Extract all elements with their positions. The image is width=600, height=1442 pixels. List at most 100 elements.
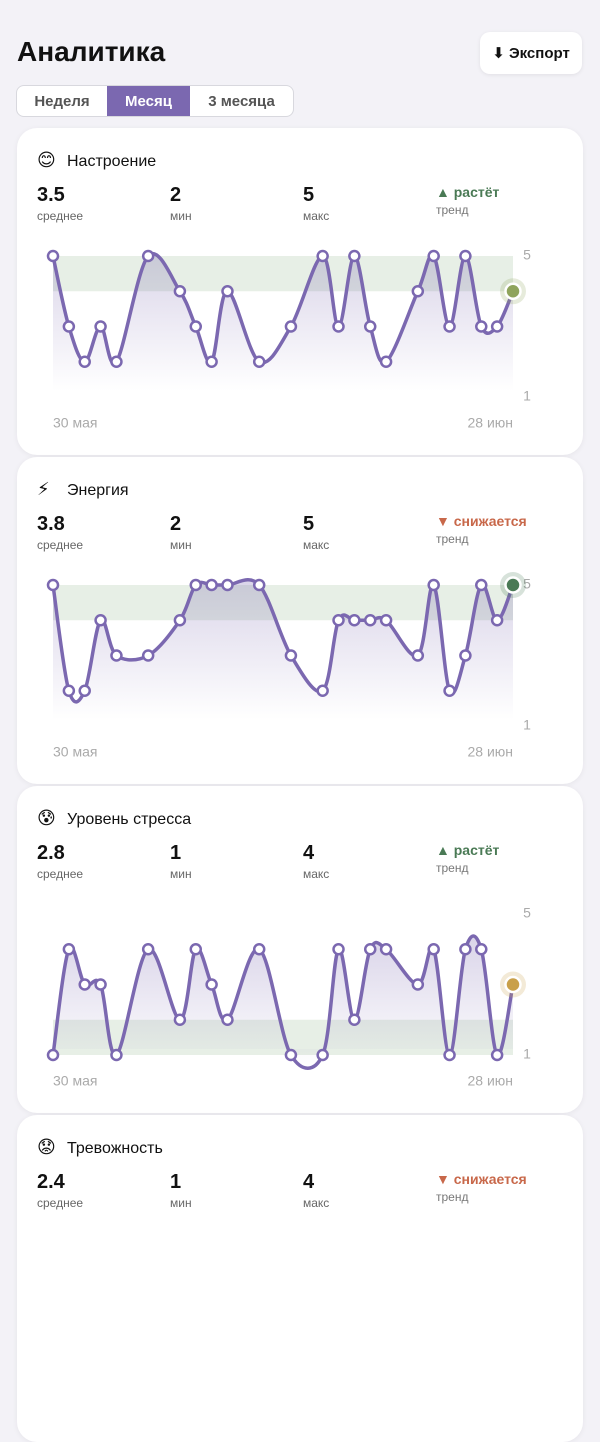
trend-value: ▼ снижается — [436, 513, 527, 529]
point — [62, 943, 76, 956]
point — [411, 978, 425, 991]
point — [332, 614, 345, 627]
stat-label: макс — [303, 209, 330, 223]
point — [427, 249, 440, 263]
card-icon: 😊 — [37, 150, 56, 170]
stat-value: 3.5 — [37, 184, 65, 206]
trend-label: тренд — [436, 532, 469, 546]
point — [46, 578, 60, 592]
point — [379, 614, 393, 627]
y-tick-label: 5 — [523, 905, 531, 921]
metric-card: 😟 Тревожность 2.4 среднее 1 мин 4 макс ▼ снижает… — [17, 1115, 583, 1442]
point — [475, 943, 488, 956]
target-band — [53, 256, 513, 292]
metric-card: ⚡ Энергия 3.8 среднее 2 мин 5 макс ▼ снижается тр… — [17, 457, 583, 784]
point — [205, 578, 218, 592]
point — [363, 943, 377, 956]
point — [411, 649, 425, 662]
tab[interactable]: Месяц — [107, 86, 190, 116]
x-tick-label: 28 июн — [467, 744, 513, 760]
highlight-point — [504, 975, 522, 994]
point — [62, 684, 76, 697]
stat-label: мин — [170, 538, 192, 552]
stat-label: макс — [303, 867, 330, 881]
point — [427, 578, 440, 592]
x-tick-label: 30 мая — [53, 744, 97, 760]
point — [94, 978, 107, 991]
x-tick-label: 28 июн — [467, 1073, 513, 1089]
metric-card: 😊 Настроение 3.5 среднее 2 мин 5 макс ▲ растёт тр… — [17, 128, 583, 455]
point — [316, 1048, 329, 1062]
trend-value: ▼ снижается — [436, 1171, 527, 1187]
point — [443, 320, 456, 333]
point — [46, 249, 60, 263]
stat-label: среднее — [37, 1196, 84, 1210]
point — [94, 320, 107, 333]
stat-value: 2 — [170, 184, 182, 206]
point — [46, 1048, 60, 1062]
point — [348, 614, 361, 627]
point — [221, 1013, 234, 1026]
point — [78, 978, 91, 991]
highlight-point — [504, 576, 522, 594]
point — [490, 1048, 504, 1062]
tab[interactable]: Неделя — [34, 92, 90, 110]
point — [141, 249, 155, 263]
point — [459, 649, 472, 662]
point — [459, 249, 472, 263]
trend-label: тренд — [436, 861, 469, 875]
point — [173, 1013, 187, 1026]
point — [490, 614, 504, 627]
card-title: Настроение — [67, 153, 157, 170]
point — [284, 1048, 298, 1062]
point — [141, 649, 155, 662]
y-tick-label: 5 — [523, 247, 531, 263]
point — [205, 978, 218, 991]
point — [316, 249, 329, 263]
point — [252, 943, 266, 956]
point — [316, 684, 329, 697]
page: Аналитика ⬇ Экспорт Неделя Месяц 3 месяца … — [16, 32, 583, 1442]
point — [189, 943, 203, 956]
stat-value: 1 — [170, 1171, 182, 1193]
stat-value: 3.8 — [37, 513, 65, 535]
point — [189, 320, 203, 333]
point — [221, 285, 234, 298]
card-title: Уровень стресса — [67, 811, 192, 828]
point — [221, 578, 234, 592]
stat-value: 2.4 — [37, 1171, 65, 1193]
stat-label: мин — [170, 209, 192, 223]
x-tick-label: 30 мая — [53, 1073, 97, 1089]
tab[interactable]: 3 месяца — [208, 92, 275, 110]
point — [173, 614, 187, 627]
chart: 5 1 30 мая 28 июн — [46, 247, 531, 431]
point — [110, 1048, 123, 1062]
stat-value: 5 — [303, 513, 315, 535]
stat-value: 4 — [303, 1171, 315, 1193]
target-band — [53, 585, 513, 621]
point — [363, 614, 377, 627]
point — [110, 355, 123, 368]
y-tick-label: 1 — [523, 717, 531, 733]
point — [427, 943, 440, 956]
card-icon: 😰 — [37, 808, 56, 828]
point — [252, 578, 266, 592]
stat-value: 5 — [303, 184, 315, 206]
export-button[interactable]: ⬇ Экспорт — [480, 32, 582, 74]
point — [348, 249, 361, 263]
point — [443, 684, 456, 697]
y-tick-label: 5 — [523, 576, 531, 592]
point — [173, 285, 187, 298]
point — [332, 320, 345, 333]
trend-label: тренд — [436, 203, 469, 217]
stat-value: 4 — [303, 842, 315, 864]
highlight-point — [504, 282, 522, 300]
line-area — [53, 579, 513, 720]
point — [252, 355, 266, 368]
x-tick-label: 28 июн — [467, 415, 513, 431]
point — [379, 355, 393, 368]
chart: 5 1 30 мая 28 июн — [46, 905, 531, 1089]
y-tick-label: 1 — [523, 388, 531, 404]
point — [94, 614, 107, 627]
page-title: Аналитика — [17, 36, 166, 67]
